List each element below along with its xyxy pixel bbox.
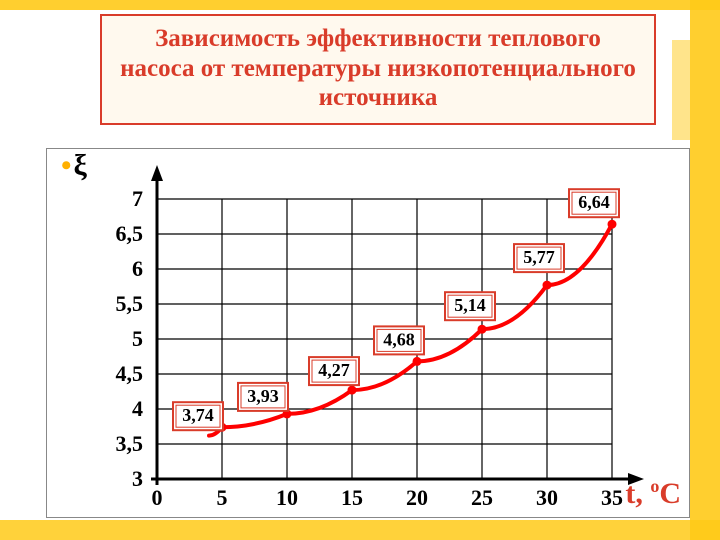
svg-text:5,14: 5,14 bbox=[454, 295, 486, 315]
svg-text:4,68: 4,68 bbox=[383, 329, 415, 349]
data-label: 5,77 bbox=[514, 244, 564, 272]
svg-text:3,93: 3,93 bbox=[247, 386, 279, 406]
y-tick-label: 6,5 bbox=[116, 221, 144, 246]
y-tick-label: 7 bbox=[132, 186, 143, 211]
chart-title: Зависимость эффективности теплового насо… bbox=[100, 14, 656, 125]
x-axis-label: t, oC bbox=[625, 476, 681, 511]
svg-text:4,27: 4,27 bbox=[318, 360, 350, 380]
x-tick-label: 35 bbox=[601, 485, 623, 510]
y-tick-label: 3 bbox=[132, 466, 143, 491]
chart-svg: 3 3,5 4 4,5 5 5,5 6 6,5 7 0 5 10 15 20 25 30 35 3,74 3,93 4… bbox=[47, 149, 689, 517]
data-point bbox=[478, 325, 487, 334]
y-tick-label: 3,5 bbox=[116, 431, 144, 456]
y-tick-label: 4,5 bbox=[116, 361, 144, 386]
svg-text:6,64: 6,64 bbox=[578, 192, 610, 212]
svg-text:3,74: 3,74 bbox=[182, 405, 214, 425]
x-tick-label: 30 bbox=[536, 485, 558, 510]
data-label: 4,68 bbox=[374, 326, 424, 354]
y-tick-label: 6 bbox=[132, 256, 143, 281]
x-tick-label: 0 bbox=[152, 485, 163, 510]
x-tick-label: 20 bbox=[406, 485, 428, 510]
data-label: 5,14 bbox=[445, 292, 495, 320]
data-point bbox=[543, 281, 552, 290]
y-tick-label: 4 bbox=[132, 396, 143, 421]
x-tick-label: 25 bbox=[471, 485, 493, 510]
x-tick-label: 10 bbox=[276, 485, 298, 510]
data-point bbox=[608, 220, 617, 229]
data-label: 3,93 bbox=[238, 383, 288, 411]
y-tick-label: 5,5 bbox=[116, 291, 144, 316]
chart-container: •ξ 33,544,555,566,57051015202530353,743,… bbox=[46, 148, 690, 518]
data-label: 6,64 bbox=[569, 189, 619, 217]
x-tick-label: 15 bbox=[341, 485, 363, 510]
y-tick-label: 5 bbox=[132, 326, 143, 351]
data-label: 4,27 bbox=[309, 357, 359, 385]
data-point bbox=[413, 357, 422, 366]
svg-text:5,77: 5,77 bbox=[523, 247, 555, 267]
data-point bbox=[348, 386, 357, 395]
x-tick-label: 5 bbox=[217, 485, 228, 510]
data-label: 3,74 bbox=[173, 402, 223, 430]
